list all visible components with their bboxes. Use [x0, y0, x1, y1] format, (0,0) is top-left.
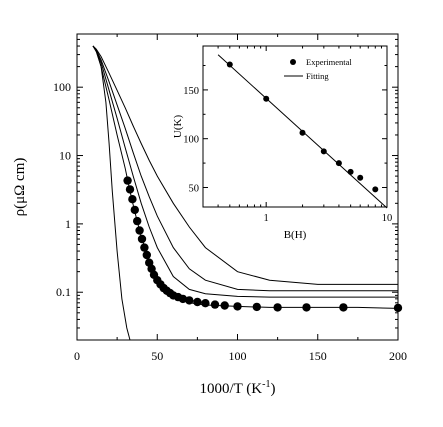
main-series-5-point — [302, 303, 311, 312]
main-y-tick-label: 100 — [53, 80, 71, 94]
inset-x-tick-label: 1 — [264, 213, 269, 224]
main-x-tick-label: 100 — [229, 349, 247, 363]
inset-legend: Experimental Fitting — [284, 57, 352, 81]
main-series-5-point — [339, 303, 348, 312]
legend-label-experimental: Experimental — [306, 57, 352, 67]
main-x-tick-label: 150 — [309, 349, 327, 363]
inset-y-ticks: 50 100 150 — [183, 65, 387, 194]
main-series-5-point — [393, 303, 403, 313]
main-series-group — [92, 45, 403, 341]
inset-experimental-point — [226, 61, 233, 68]
main-x-tick-label: 0 — [74, 349, 80, 363]
main-series-5-point — [130, 205, 139, 215]
main-series-5-point — [135, 226, 144, 235]
inset-experimental-point — [335, 160, 342, 167]
main-series-2-line — [92, 45, 398, 292]
main-x-ticks: 0 50 100 150 200 — [74, 34, 407, 363]
main-series-5-point — [128, 195, 137, 204]
inset-plot: 1 10 50 100 150 B(H) U(K) Experimental Fitt… — [172, 45, 393, 241]
main-series-5-point — [142, 250, 151, 260]
main-y-tick-label: 0.1 — [56, 285, 71, 299]
inset-x-axis-title: B(H) — [284, 229, 307, 241]
legend-label-fitting: Fitting — [306, 71, 329, 81]
main-series-3-line — [92, 45, 398, 298]
main-series-5-point — [201, 299, 210, 308]
main-series-5-point — [140, 243, 149, 252]
main-series-5-point — [185, 296, 194, 305]
main-series-1-line — [92, 45, 398, 285]
main-series-5-point — [210, 300, 220, 309]
main-series-5-point — [252, 302, 261, 312]
main-y-ticks: 0.1 1 10 100 — [53, 33, 398, 341]
main-series-5-point — [133, 216, 142, 226]
main-y-tick-label: 10 — [59, 149, 71, 163]
main-series-5-point — [178, 294, 188, 304]
legend-marker-experimental — [290, 59, 296, 65]
inset-y-axis-title: U(K) — [172, 115, 184, 139]
main-series-5-point — [137, 234, 147, 244]
inset-x-ticks: 1 10 — [202, 46, 393, 224]
inset-fitting-line — [217, 54, 388, 209]
main-y-axis-title: ρ(μΩ cm) — [12, 158, 28, 217]
inset-experimental-point — [357, 174, 364, 181]
inset-experimental-point — [299, 129, 306, 136]
inset-y-tick-label: 100 — [183, 135, 199, 146]
main-series-5-point — [220, 301, 229, 310]
main-series-5-point — [125, 185, 135, 194]
main-x-tick-label: 200 — [389, 349, 407, 363]
main-x-tick-label: 50 — [151, 349, 163, 363]
inset-x-tick-label: 10 — [382, 213, 393, 224]
main-series-5-point — [273, 303, 282, 312]
inset-experimental-point — [372, 186, 379, 193]
main-series-5-point — [233, 302, 242, 311]
inset-y-tick-label: 50 — [189, 183, 200, 194]
inset-y-tick-label: 150 — [183, 86, 199, 97]
main-series-5-point — [193, 297, 202, 307]
inset-series-group — [217, 54, 388, 209]
main-x-axis-title: 1000/T (K-1) — [200, 379, 276, 397]
main-series-5-point — [123, 176, 132, 185]
inset-experimental-point — [347, 168, 354, 175]
main-y-tick-label: 1 — [65, 217, 71, 231]
